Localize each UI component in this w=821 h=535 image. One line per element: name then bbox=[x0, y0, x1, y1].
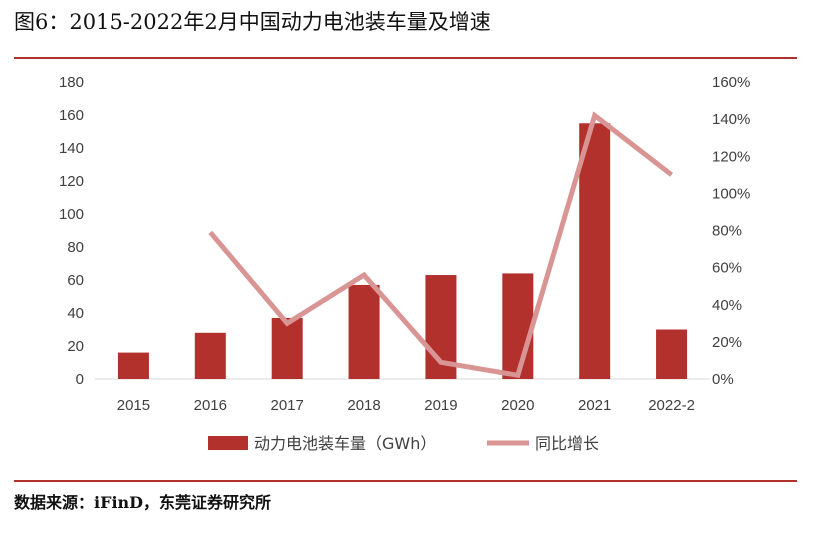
line-series bbox=[208, 111, 674, 379]
right-tick-label: 160% bbox=[712, 74, 750, 91]
right-tick-label: 80% bbox=[712, 223, 742, 240]
data-source-note: 数据来源：iFinD，东莞证券研究所 bbox=[14, 493, 272, 512]
x-tick-label: 2019 bbox=[424, 397, 457, 414]
x-tick-label: 2021 bbox=[578, 397, 611, 414]
bar-2017 bbox=[271, 317, 303, 379]
x-tick-label: 2020 bbox=[501, 397, 534, 414]
x-axis-ticks: 2015 2016 2017 2018 2019 2020 2021 2022-2 bbox=[117, 397, 695, 414]
left-tick-label: 120 bbox=[59, 173, 84, 190]
x-tick-label: 2017 bbox=[271, 397, 304, 414]
right-tick-label: 100% bbox=[712, 185, 750, 202]
left-tick-label: 180 bbox=[59, 74, 84, 91]
bar-2021 bbox=[579, 123, 611, 379]
left-tick-label: 20 bbox=[67, 338, 84, 355]
right-tick-label: 60% bbox=[712, 260, 742, 277]
bottom-divider bbox=[14, 480, 797, 482]
right-tick-label: 40% bbox=[712, 297, 742, 314]
x-tick-label: 2016 bbox=[194, 397, 227, 414]
bar-2022-2 bbox=[656, 329, 688, 379]
chart-title: 图6：2015-2022年2月中国动力电池装车量及增速 bbox=[14, 10, 491, 34]
bar-2015 bbox=[117, 352, 149, 379]
left-tick-label: 60 bbox=[67, 272, 84, 289]
left-tick-label: 80 bbox=[67, 239, 84, 256]
legend-line-label: 同比增长 bbox=[535, 434, 599, 453]
left-tick-label: 140 bbox=[59, 140, 84, 157]
bar-2016 bbox=[194, 332, 226, 379]
right-tick-label: 20% bbox=[712, 334, 742, 351]
top-divider bbox=[14, 57, 797, 59]
right-axis-ticks: 0% 20% 40% 60% 80% 100% 120% 140% 160% bbox=[712, 74, 750, 388]
legend-bar-swatch bbox=[208, 436, 248, 450]
left-tick-label: 160 bbox=[59, 107, 84, 124]
bar-series bbox=[117, 123, 688, 379]
bar-2020 bbox=[502, 273, 534, 379]
legend: 动力电池装车量（GWh） 同比增长 bbox=[208, 434, 599, 453]
right-tick-label: 140% bbox=[712, 111, 750, 128]
right-tick-label: 0% bbox=[712, 371, 734, 388]
left-tick-label: 100 bbox=[59, 206, 84, 223]
left-axis-ticks: 0 20 40 60 80 100 120 140 160 180 bbox=[59, 74, 84, 388]
chart-area: 0 20 40 60 80 100 120 140 160 180 0% 20% 40% 60% 80% 1… bbox=[59, 74, 750, 453]
x-tick-label: 2022-2 bbox=[648, 397, 695, 414]
x-tick-label: 2015 bbox=[117, 397, 150, 414]
right-tick-label: 120% bbox=[712, 148, 750, 165]
left-tick-label: 0 bbox=[76, 371, 84, 388]
bar-2018 bbox=[348, 284, 380, 379]
left-tick-label: 40 bbox=[67, 305, 84, 322]
x-tick-label: 2018 bbox=[347, 397, 380, 414]
legend-bar-label: 动力电池装车量（GWh） bbox=[254, 434, 436, 453]
